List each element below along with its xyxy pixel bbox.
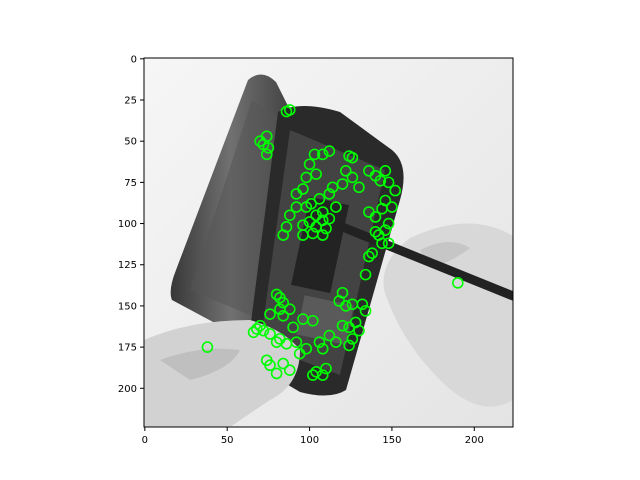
keypoint-marker [382,176,395,189]
keypoint-marker [316,342,329,355]
keypoint-marker [330,336,342,348]
keypoint-marker [353,181,365,194]
keypoint-marker [313,193,326,205]
keypoint-marker [359,268,372,281]
keypoint-marker [339,300,352,312]
keypoint-marker [382,217,395,230]
keypoint-marker [257,324,270,337]
keypoint-marker [374,174,387,187]
keypoint-marker [264,328,276,340]
keypoint-marker [283,364,296,376]
keypoint-marker [283,209,296,222]
keypoint-marker [369,225,382,238]
keypoint-markers [201,104,464,381]
keypoint-marker [251,323,263,335]
keypoint-marker [316,148,329,161]
keypoint-marker [363,250,375,263]
keypoint-marker [336,178,349,190]
keypoint-marker [303,158,316,171]
keypoint-marker [277,310,289,322]
keypoint-marker [264,308,276,320]
y-tick-label: 100 [118,219,137,230]
keypoint-marker [369,211,382,223]
keypoint-marker [372,229,385,241]
axes-frame [143,57,514,428]
x-axis-ticks: 0 50 100 150 200 [142,427,484,446]
y-tick-label: 75 [124,178,137,189]
keypoint-marker [323,212,336,225]
keypoint-marker [270,288,283,301]
keypoint-marker [262,141,275,154]
y-tick-label: 175 [118,343,137,354]
keypoint-marker [310,168,322,180]
keypoint-marker [346,151,359,164]
keypoint-marker [277,296,289,309]
y-tick-label: 0 [131,54,137,65]
keypoint-marker [307,314,319,327]
background-image [144,58,513,427]
x-tick-label: 200 [465,435,484,446]
y-tick-label: 50 [124,137,137,148]
keypoint-marker [316,206,329,218]
keypoint-marker [389,184,402,197]
x-tick-label: 150 [382,435,401,446]
keypoint-marker [310,366,322,378]
keypoint-marker [277,229,289,241]
keypoint-marker [201,341,214,353]
y-tick-label: 25 [124,96,137,107]
keypoint-marker [320,362,332,375]
keypoint-marker [379,194,392,207]
keypoint-marker [270,367,283,380]
keypoint-marker [300,342,313,355]
keypoint-marker [323,145,336,157]
keypoint-marker [353,324,365,337]
keypoint-marker [323,329,336,342]
keypoint-marker [336,319,349,332]
keypoint-marker [277,357,289,370]
x-tick-label: 50 [221,435,234,446]
keypoint-marker [356,298,369,311]
keypoint-marker [452,277,464,289]
keypoint-marker [280,105,293,118]
keypoint-marker [305,197,318,210]
x-tick-label: 100 [300,435,319,446]
keypoint-marker [287,321,299,334]
keypoint-marker [386,201,398,213]
keypoint-marker [326,181,339,194]
keypoint-marker [359,305,372,317]
y-tick-label: 150 [118,301,137,312]
x-tick-label: 0 [142,435,148,446]
keypoint-marker [308,148,321,161]
keypoint-marker [270,336,283,348]
keypoint-marker [346,171,359,184]
keypoint-marker [382,237,395,250]
keypoint-marker [330,201,342,213]
keypoint-marker [339,165,352,177]
keypoint-marker [316,229,329,241]
keypoint-marker [290,188,303,200]
y-tick-label: 200 [118,384,137,395]
keypoint-marker [320,222,332,235]
keypoint-marker [366,247,378,260]
y-tick-label: 125 [118,260,137,271]
keypoint-marker [300,171,313,184]
keypoint-marker [313,336,326,348]
keypoint-marker [283,303,296,316]
keypoint-marker [290,336,303,348]
keypoint-marker [260,148,273,161]
keypoint-marker [379,165,392,177]
keypoint-marker [346,333,359,345]
keypoint-marker [343,339,355,352]
keypoint-marker [323,188,336,200]
keypoint-marker [264,359,276,372]
keypoint-marker [254,135,266,147]
y-axis-ticks: 0 25 50 75 100 125 150 175 200 [118,54,144,395]
keypoint-marker [316,369,329,381]
